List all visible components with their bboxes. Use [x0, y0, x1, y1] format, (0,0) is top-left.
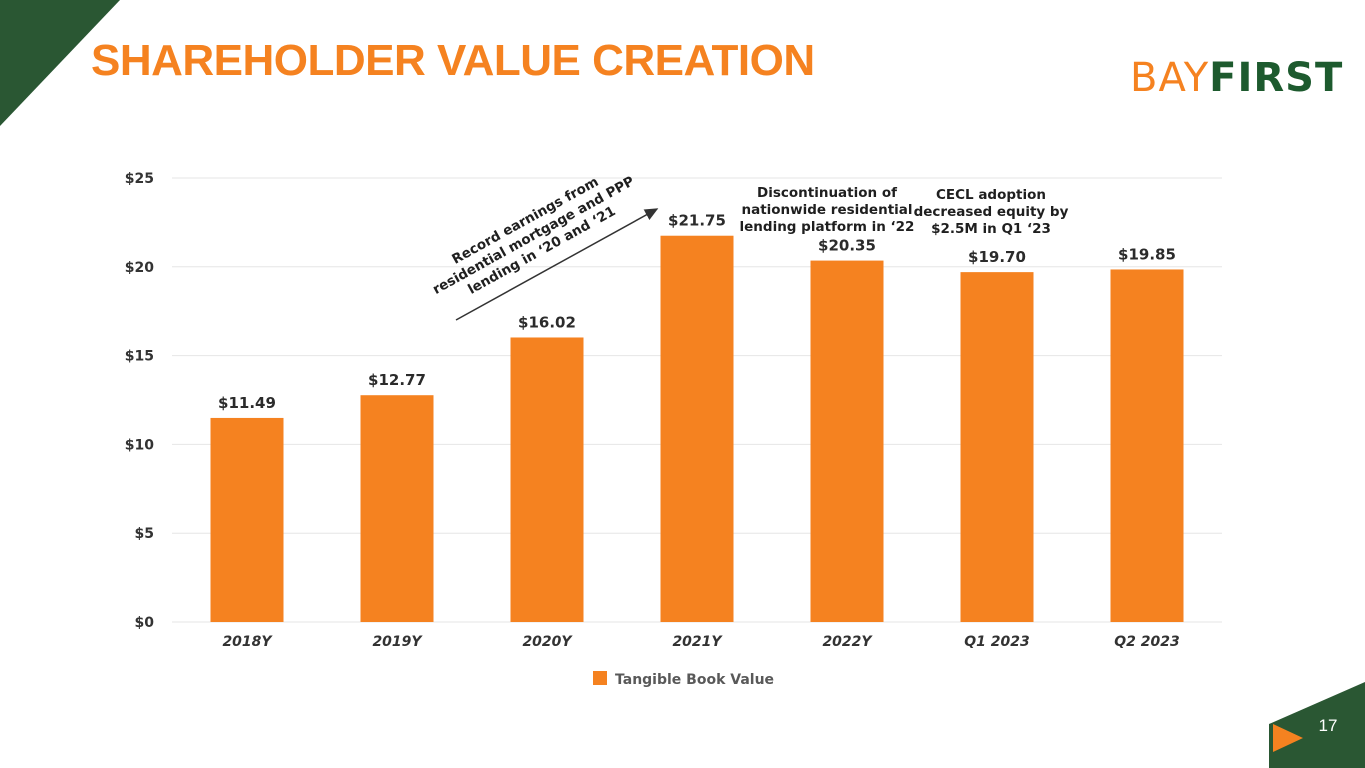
- y-tick-label: $20: [125, 260, 154, 276]
- bayfirst-logo: BAYFIRST: [1130, 58, 1343, 98]
- x-tick-label: 2018Y: [222, 634, 273, 650]
- y-tick-label: $10: [125, 437, 154, 453]
- logo-text-bay: BAY: [1130, 55, 1210, 101]
- bar-value-label: $11.49: [218, 394, 276, 412]
- y-tick-label: $25: [125, 171, 154, 187]
- bar: [1110, 269, 1184, 622]
- corner-decoration-bottom-right: [1269, 682, 1365, 768]
- cecl-annotation-line-2: decreased equity by: [914, 204, 1069, 220]
- x-tick-label: 2020Y: [522, 634, 573, 650]
- x-tick-label: Q2 2023: [1114, 634, 1179, 650]
- bar: [810, 260, 884, 622]
- cecl-annotation-line-3: $2.5M in Q1 ‘23: [931, 221, 1051, 237]
- legend: Tangible Book Value: [593, 671, 774, 688]
- trend-annotation-line-2: residential mortgage and PPP: [430, 173, 637, 298]
- cecl-annotation: CECL adoption decreased equity by $2.5M …: [914, 187, 1069, 237]
- x-tick-label: 2019Y: [372, 634, 423, 650]
- bar-value-label: $21.75: [668, 212, 726, 230]
- x-tick-label: 2021Y: [672, 634, 723, 650]
- discontinuation-annotation: Discontinuation of nationwide residentia…: [740, 185, 915, 235]
- bar: [960, 272, 1034, 622]
- discontinuation-annotation-line-2: nationwide residential: [741, 202, 912, 218]
- trend-annotation: Record earnings from residential mortgag…: [430, 173, 659, 321]
- y-axis: $0 $5 $10 $15 $20 $25: [125, 171, 154, 631]
- x-axis: 2018Y 2019Y 2020Y 2021Y 2022Y Q1 2023 Q2 2023: [222, 634, 1179, 650]
- cecl-annotation-line-1: CECL adoption: [936, 187, 1046, 203]
- x-tick-label: Q1 2023: [964, 634, 1029, 650]
- trend-arrow: [455, 208, 659, 321]
- y-tick-label: $5: [135, 526, 154, 542]
- corner-decoration-top-left: [0, 0, 120, 126]
- legend-label: Tangible Book Value: [615, 672, 774, 688]
- bar-value-label: $12.77: [368, 371, 426, 389]
- bar-value-label: $16.02: [518, 313, 576, 331]
- logo-text-first: FIRST: [1209, 55, 1344, 101]
- x-tick-label: 2022Y: [822, 634, 873, 650]
- data-labels: $11.49 $12.77 $16.02 $21.75 $20.35 $19.70 $19.…: [218, 212, 1176, 412]
- legend-swatch: [593, 671, 607, 685]
- page-number: 17: [1318, 716, 1338, 735]
- y-tick-label: $0: [135, 615, 155, 631]
- bar-value-label: $19.85: [1118, 245, 1176, 263]
- bar: [660, 235, 734, 622]
- bar: [360, 395, 434, 622]
- bar-value-label: $19.70: [968, 248, 1026, 266]
- discontinuation-annotation-line-3: lending platform in ‘22: [740, 219, 915, 235]
- discontinuation-annotation-line-1: Discontinuation of: [757, 185, 897, 201]
- bars: [210, 235, 1184, 622]
- bar: [210, 417, 284, 622]
- bar-value-label: $20.35: [818, 237, 876, 255]
- bar: [510, 337, 584, 622]
- y-tick-label: $15: [125, 349, 154, 365]
- page-title: SHAREHOLDER VALUE CREATION: [91, 36, 815, 85]
